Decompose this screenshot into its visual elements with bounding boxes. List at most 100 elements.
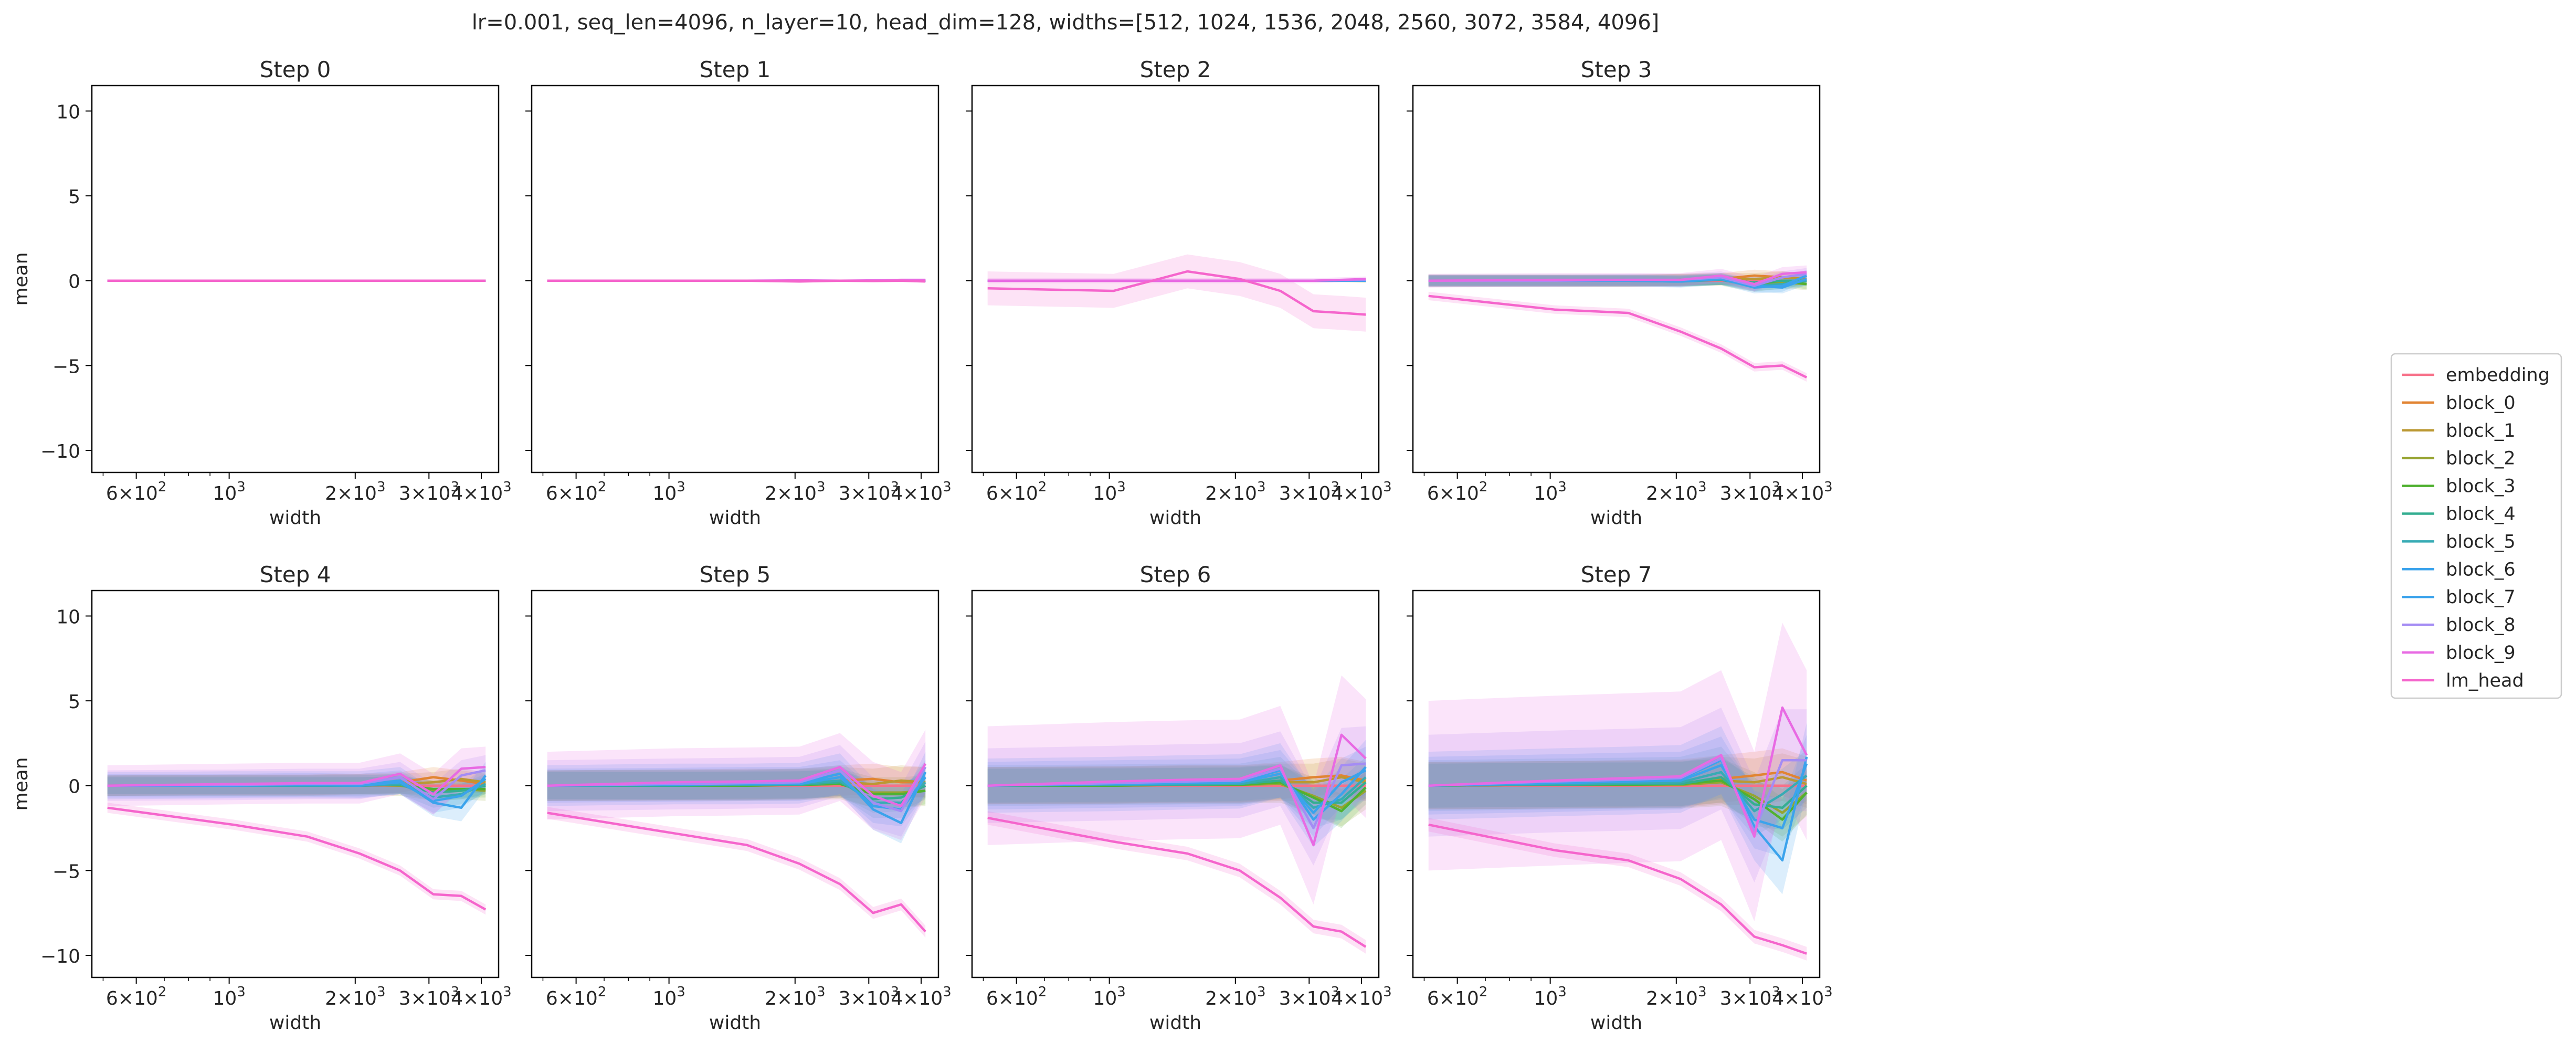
x-tick-mantissa: 4 <box>451 483 463 504</box>
x-tick-label: 6×102 <box>986 479 1047 504</box>
subplot-title: Step 7 <box>1581 562 1652 587</box>
x-tick-label: 103 <box>652 984 685 1009</box>
x-tick-label: 6×102 <box>106 984 166 1009</box>
x-tick-base: 10 <box>1359 483 1383 504</box>
x-tick-base: 10 <box>1093 988 1117 1009</box>
x-tick-exponent: 3 <box>450 479 459 495</box>
band-lm_head <box>987 254 1366 332</box>
x-tick-times: × <box>118 483 134 504</box>
x-tick-label: 3×103 <box>1279 984 1339 1009</box>
band-block_7 <box>1428 723 1807 894</box>
x-tick-label: 4×103 <box>891 984 951 1009</box>
x-tick-times: × <box>1732 483 1747 504</box>
band-block_0 <box>107 767 486 796</box>
x-tick-exponent: 3 <box>377 479 386 495</box>
x-tick-exponent: 3 <box>1383 984 1392 1000</box>
x-tick-times: × <box>1439 483 1455 504</box>
x-tick-label: 3×103 <box>1720 984 1780 1009</box>
x-tick-base: 10 <box>793 988 817 1009</box>
x-tick-times: × <box>903 483 919 504</box>
x-tick-times: × <box>1732 988 1747 1009</box>
x-tick-exponent: 3 <box>817 984 826 1000</box>
legend-item-block_9: block_9 <box>2402 643 2516 664</box>
x-tick-label: 4×103 <box>1772 479 1832 504</box>
x-tick-mantissa: 3 <box>1720 483 1732 504</box>
x-axis-label: width <box>1590 507 1642 529</box>
x-tick-exponent: 3 <box>943 984 952 1000</box>
x-tick-label: 3×103 <box>399 984 459 1009</box>
legend-label: block_2 <box>2446 448 2516 469</box>
x-tick-label: 2×103 <box>325 984 385 1009</box>
x-tick-label: 4×103 <box>1772 984 1832 1009</box>
x-tick-label: 2×103 <box>1646 984 1706 1009</box>
plot-area <box>547 278 926 283</box>
x-tick-exponent: 3 <box>1824 984 1833 1000</box>
x-axis-label: width <box>269 507 321 529</box>
x-tick-mantissa: 2 <box>325 988 337 1009</box>
x-tick-times: × <box>1658 988 1674 1009</box>
x-tick-label: 3×103 <box>399 479 459 504</box>
line-block_9 <box>1428 271 1807 286</box>
x-tick-label: 103 <box>652 479 685 504</box>
x-tick-exponent: 2 <box>1479 984 1488 1000</box>
legend-item-block_4: block_4 <box>2402 504 2516 525</box>
x-tick-base: 10 <box>919 483 943 504</box>
line-lm_head <box>107 806 487 911</box>
band-block_9 <box>107 746 486 815</box>
x-tick-exponent: 3 <box>890 984 899 1000</box>
x-tick-base: 10 <box>479 483 503 504</box>
plot-area <box>1428 265 1808 382</box>
y-tick-label: 0 <box>68 271 80 293</box>
x-tick-exponent: 3 <box>450 984 459 1000</box>
x-tick-exponent: 2 <box>1038 984 1047 1000</box>
subplot-title: Step 2 <box>1140 57 1211 82</box>
x-tick-mantissa: 3 <box>1279 988 1291 1009</box>
x-tick-label: 2×103 <box>1205 479 1265 504</box>
line-block_9 <box>987 278 1366 282</box>
y-tick-label: −5 <box>52 861 80 882</box>
line-block_9 <box>1428 706 1808 838</box>
legend-label: block_7 <box>2446 587 2516 608</box>
x-tick-mantissa: 2 <box>1646 988 1658 1009</box>
y-axis-label: mean <box>10 757 32 810</box>
x-tick-exponent: 2 <box>1479 479 1488 495</box>
x-tick-mantissa: 6 <box>1427 483 1439 504</box>
x-tick-times: × <box>558 483 574 504</box>
y-tick-label: −5 <box>52 356 80 377</box>
y-axis-label: mean <box>10 252 32 306</box>
y-tick-label: 0 <box>68 776 80 798</box>
plot-area <box>107 279 486 282</box>
x-tick-mantissa: 4 <box>891 483 903 504</box>
axes-frame <box>1412 85 1821 473</box>
band-block_8 <box>547 741 926 837</box>
x-tick-label: 103 <box>213 479 245 504</box>
x-tick-exponent: 3 <box>1257 479 1266 495</box>
x-tick-base: 10 <box>1307 483 1331 504</box>
legend-item-block_3: block_3 <box>2402 476 2516 497</box>
x-tick-label: 4×103 <box>891 479 951 504</box>
x-tick-times: × <box>1217 988 1233 1009</box>
x-tick-mantissa: 2 <box>1205 483 1217 504</box>
x-tick-label: 2×103 <box>1646 479 1706 504</box>
x-tick-times: × <box>410 483 426 504</box>
x-tick-label: 103 <box>1093 479 1125 504</box>
axes-frame <box>531 85 939 473</box>
x-tick-times: × <box>1291 483 1306 504</box>
x-tick-mantissa: 3 <box>1720 988 1732 1009</box>
subplot-title: Step 5 <box>700 562 771 587</box>
x-tick-mantissa: 3 <box>839 483 851 504</box>
legend-label: block_3 <box>2446 476 2516 497</box>
legend-label: block_8 <box>2446 615 2516 636</box>
x-tick-mantissa: 6 <box>546 483 558 504</box>
subplot-title: Step 1 <box>700 57 771 82</box>
x-tick-exponent: 3 <box>943 479 952 495</box>
x-tick-times: × <box>410 988 426 1009</box>
band-block_7 <box>547 752 926 844</box>
x-tick-exponent: 2 <box>1038 479 1047 495</box>
legend-item-block_5: block_5 <box>2402 531 2516 552</box>
x-tick-base: 10 <box>867 988 891 1009</box>
x-tick-exponent: 3 <box>1117 984 1126 1000</box>
